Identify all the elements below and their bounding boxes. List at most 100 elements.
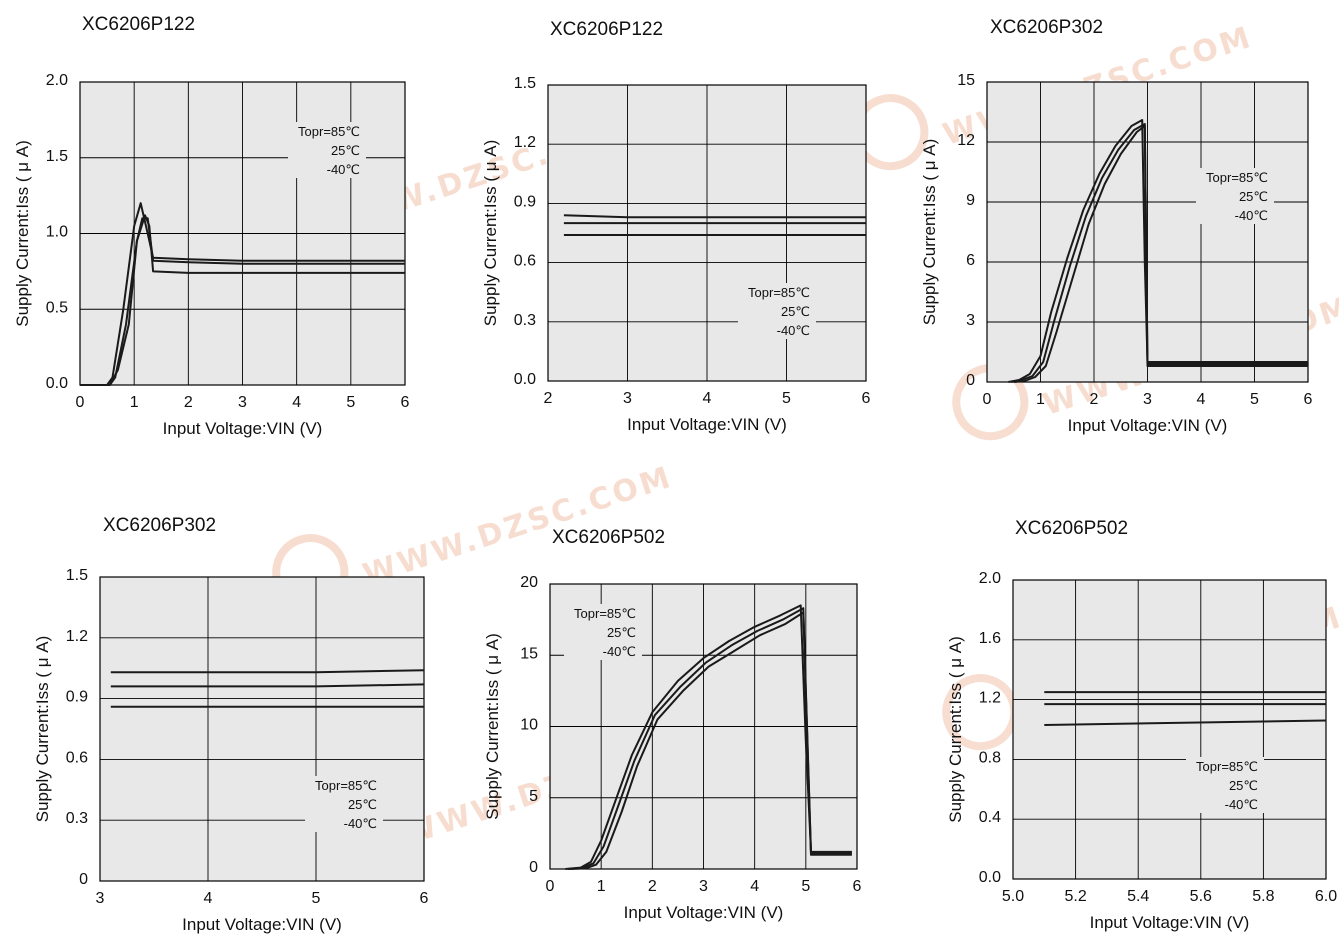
- y-tick-label: 0.0: [514, 371, 536, 388]
- x-tick-label: 4: [750, 878, 759, 895]
- y-tick-label: 9: [966, 192, 975, 209]
- y-tick-label: 20: [520, 574, 538, 591]
- series-line-1: [80, 202, 405, 386]
- legend-entry: Topr=85℃: [315, 778, 377, 793]
- y-tick-label: 0: [79, 871, 88, 888]
- series-line-3: [80, 214, 405, 386]
- x-tick-label: 3: [1143, 391, 1152, 408]
- y-tick-label: 2.0: [979, 570, 1001, 587]
- x-axis-label: Input Voltage:VIN (V): [1068, 416, 1228, 435]
- chart-title: XC6206P122: [82, 14, 195, 35]
- series-line-1: [110, 669, 425, 674]
- series-group: [1008, 119, 1308, 383]
- y-axis-label: Supply Current:Iss ( μ A): [481, 140, 500, 326]
- watermark-logo: [952, 364, 1029, 441]
- x-tick-label: 5.8: [1252, 888, 1274, 905]
- x-tick-label: 5.6: [1190, 888, 1212, 905]
- chart-title: XC6206P502: [1015, 518, 1128, 539]
- chart-title: XC6206P302: [990, 17, 1103, 38]
- y-tick-label: 5: [529, 788, 538, 805]
- x-tick-label: 4: [1197, 391, 1206, 408]
- y-tick-label: 1.2: [514, 134, 536, 151]
- x-axis-label: Input Voltage:VIN (V): [1090, 913, 1250, 932]
- x-tick-label: 6: [420, 890, 429, 907]
- y-tick-label: 0.0: [46, 375, 68, 392]
- x-tick-label: 1: [1036, 391, 1045, 408]
- y-axis-label: Supply Current:Iss ( μ A): [946, 636, 965, 822]
- series-line-2: [110, 683, 425, 688]
- x-tick-label: 6: [853, 878, 862, 895]
- series-group: [110, 669, 425, 708]
- y-tick-label: 0.6: [514, 253, 536, 270]
- legend-entry: Topr=85℃: [748, 285, 810, 300]
- x-tick-label: 3: [623, 390, 632, 407]
- chart-title: XC6206P502: [552, 527, 665, 548]
- y-axis-label: Supply Current:Iss ( μ A): [13, 140, 32, 326]
- series-line-3: [570, 611, 852, 870]
- chart-panel: XC6206P122 0 1 2 3 4 5 6 0.0 0.5 1.0 1.5 2.0 Input Vo…: [13, 14, 410, 438]
- y-tick-label: 1.6: [979, 630, 1001, 647]
- y-tick-label: 1.0: [46, 224, 68, 241]
- series-line-2: [80, 217, 405, 386]
- x-tick-label: 6.0: [1315, 888, 1337, 905]
- y-axis-label: Supply Current:Iss ( μ A): [920, 139, 939, 325]
- x-tick-label: 2: [648, 878, 657, 895]
- x-tick-label: 4: [703, 390, 712, 407]
- legend-plate: [288, 122, 366, 178]
- x-tick-label: 4: [292, 394, 301, 411]
- chart-panel: XC6206P502 5.0 5.2 5.4 5.6 5.8 6.0 0.0 0.4 0.8 1.2…: [946, 518, 1337, 932]
- x-tick-label: 5: [782, 390, 791, 407]
- legend-plate: [738, 283, 816, 339]
- legend-entry: 25℃: [1239, 189, 1268, 204]
- legend-entry: -40℃: [603, 644, 636, 659]
- y-tick-label: 1.5: [66, 567, 88, 584]
- x-tick-label: 5: [312, 890, 321, 907]
- legend-entry: -40℃: [1225, 797, 1258, 812]
- legend-entry: Topr=85℃: [298, 124, 360, 139]
- y-tick-label: 15: [520, 645, 538, 662]
- legend-plate: [305, 776, 383, 832]
- chart-title: XC6206P122: [550, 19, 663, 40]
- legend-entry: -40℃: [1235, 208, 1268, 223]
- y-tick-label: 1.2: [979, 690, 1001, 707]
- x-axis-label: Input Voltage:VIN (V): [624, 903, 784, 922]
- y-tick-label: 10: [520, 717, 538, 734]
- chart-panel: XC6206P122 2 3 4 5 6 0.0 0.3 0.6 0.9 1.2 1.5 Input V…: [481, 19, 871, 434]
- plot-area: [1012, 579, 1327, 880]
- chart-panel: XC6206P302 3 4 5 6 0 0.3 0.6 0.9 1.2 1.5 Input Volt…: [33, 515, 429, 934]
- legend-entry: 25℃: [607, 625, 636, 640]
- y-tick-label: 1.5: [46, 148, 68, 165]
- y-axis-label: Supply Current:Iss ( μ A): [483, 633, 502, 819]
- y-tick-label: 2.0: [46, 72, 68, 89]
- legend-entry: -40℃: [327, 162, 360, 177]
- y-tick-label: 3: [966, 312, 975, 329]
- y-axis-label: Supply Current:Iss ( μ A): [33, 636, 52, 822]
- series-line-1: [565, 604, 852, 870]
- legend-entry: Topr=85℃: [1206, 170, 1268, 185]
- x-tick-label: 0: [546, 878, 555, 895]
- x-tick-label: 5: [346, 394, 355, 411]
- y-tick-label: 6: [966, 252, 975, 269]
- x-axis-label: Input Voltage:VIN (V): [182, 915, 342, 934]
- legend-entry: Topr=85℃: [1196, 759, 1258, 774]
- x-tick-label: 5: [801, 878, 810, 895]
- legend-entry: 25℃: [781, 304, 810, 319]
- x-tick-label: 2: [544, 390, 553, 407]
- x-axis-label: Input Voltage:VIN (V): [627, 415, 787, 434]
- y-tick-label: 0.3: [514, 312, 536, 329]
- series-line-3: [1013, 125, 1308, 383]
- series-group: [563, 214, 866, 236]
- x-tick-label: 0: [76, 394, 85, 411]
- y-tick-label: 0.0: [979, 869, 1001, 886]
- y-tick-label: 0.4: [979, 809, 1001, 826]
- x-tick-label: 2: [1090, 391, 1099, 408]
- series-group: [1044, 691, 1327, 726]
- x-axis-label: Input Voltage:VIN (V): [163, 419, 323, 438]
- y-tick-label: 15: [957, 72, 975, 89]
- x-tick-label: 3: [699, 878, 708, 895]
- legend-entry: 25℃: [348, 797, 377, 812]
- y-tick-label: 0.3: [66, 810, 88, 827]
- x-tick-label: 3: [96, 890, 105, 907]
- y-tick-label: 12: [957, 132, 975, 149]
